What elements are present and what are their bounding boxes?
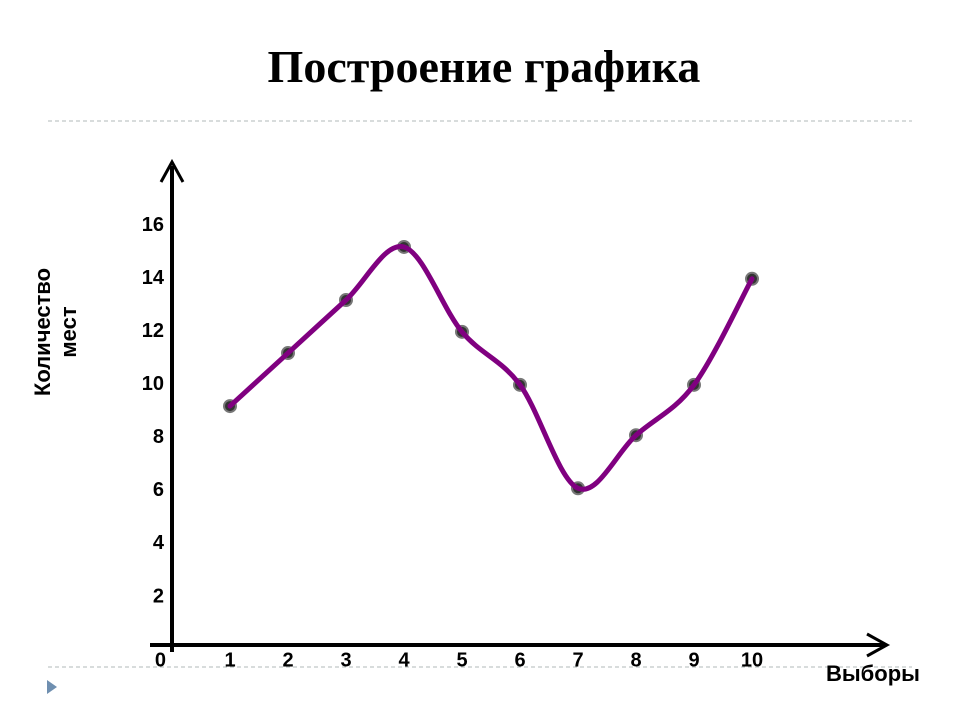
x-tick-label: 7 [572, 649, 583, 671]
x-tick-label: 6 [514, 649, 525, 671]
x-tick-label: 1 [224, 649, 235, 671]
x-tick-label: 8 [630, 649, 641, 671]
y-axis-arrow [159, 158, 185, 183]
y-tick-label: 4 [153, 532, 165, 554]
x-tick-label: 4 [398, 649, 410, 671]
y-tick-label: 16 [142, 214, 164, 236]
x-axis-arrow [866, 632, 891, 658]
data-line [227, 244, 755, 492]
y-tick-label: 14 [142, 267, 165, 289]
y-tick-label: 2 [153, 585, 164, 607]
x-tick-label: 2 [282, 649, 293, 671]
x-tick-label: 9 [688, 649, 699, 671]
y-tick-label: 8 [153, 426, 164, 448]
chart-title: Построение графика [268, 41, 701, 92]
x-tick-label: 3 [340, 649, 351, 671]
y-tick-label: 6 [153, 479, 164, 501]
y-axis-label: Количество мест [30, 267, 81, 397]
y-tick-label: 10 [142, 373, 164, 395]
y-tick-label: 12 [142, 320, 164, 342]
bullet [47, 680, 57, 694]
x-tick-label: 0 [155, 649, 166, 671]
x-tick-label: 10 [741, 649, 763, 671]
x-axis-label: Выборы [826, 661, 920, 686]
x-tick-label: 5 [456, 649, 467, 671]
